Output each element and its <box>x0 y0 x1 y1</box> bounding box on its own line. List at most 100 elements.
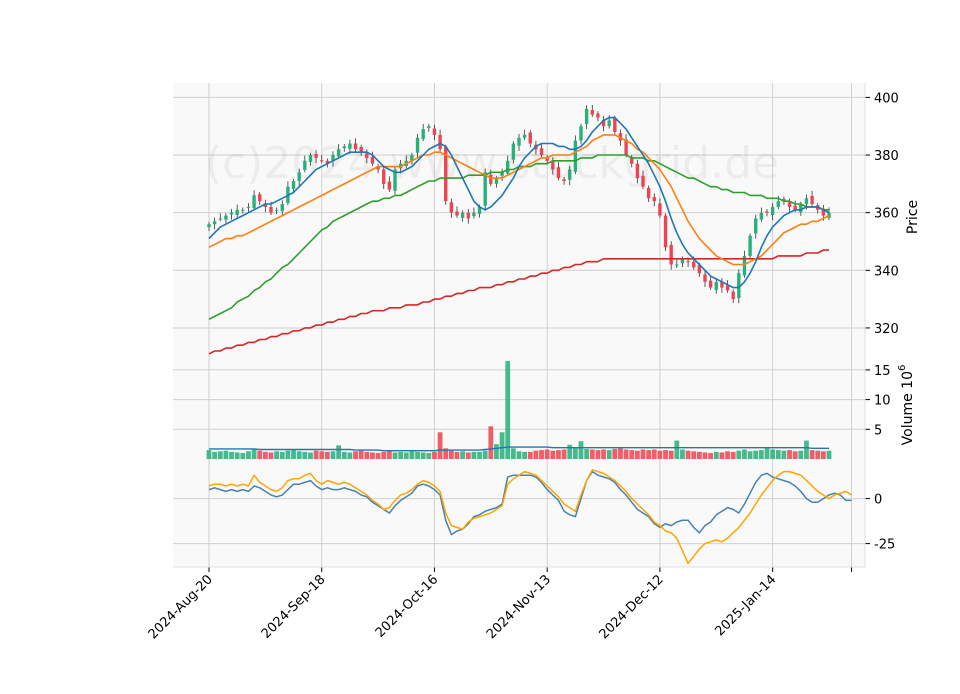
candle-body <box>551 160 555 170</box>
ma-mid-line <box>208 134 830 266</box>
volume-bar <box>510 448 516 459</box>
volume-bar <box>770 449 776 459</box>
candle-body <box>635 163 640 179</box>
volume-bar <box>595 450 601 459</box>
candle-body <box>365 153 369 158</box>
volume-bar <box>347 452 353 459</box>
candle-body <box>776 201 780 207</box>
candle-body <box>483 172 487 206</box>
volume-bar <box>691 451 697 459</box>
volume-bar <box>668 450 674 459</box>
candle-body <box>725 285 730 291</box>
volume-bar <box>556 450 561 459</box>
volume-bar <box>601 449 606 459</box>
candle-body <box>799 204 803 213</box>
candle-body <box>630 157 634 164</box>
volume-bar <box>522 451 528 459</box>
volume-axis-label: Volume 106 <box>897 365 916 446</box>
candle-body <box>252 195 256 209</box>
candle-body <box>596 113 600 118</box>
svg-text:Volume 106: Volume 106 <box>897 365 916 446</box>
volume-bar <box>713 451 719 459</box>
candle-body <box>697 265 702 274</box>
volume-bar <box>550 450 556 459</box>
candle-body <box>545 157 549 161</box>
candle-body <box>748 235 752 256</box>
volume-bar <box>527 451 533 459</box>
volume-y-tick-label: 5 <box>874 423 882 438</box>
volume-axis-text: Volume 10 <box>900 371 916 445</box>
volume-bar <box>539 450 544 459</box>
candle-body <box>460 212 465 218</box>
volume-bar <box>206 450 212 459</box>
candle-body <box>641 175 645 187</box>
volume-axis-exponent: 6 <box>897 365 908 371</box>
volume-bar <box>494 444 499 459</box>
candle-body <box>212 221 217 225</box>
volume-bar <box>747 451 753 459</box>
volume-bar <box>606 450 612 459</box>
candle-body <box>511 143 516 160</box>
candle-body <box>500 172 504 176</box>
candle-body <box>427 126 431 128</box>
volume-bar <box>663 450 668 459</box>
candle-body <box>720 281 724 288</box>
volume-bar <box>685 450 691 459</box>
volume-bar <box>646 450 652 459</box>
candle-body <box>229 212 234 215</box>
volume-bar <box>364 451 370 459</box>
volume-y-tick-label: 10 <box>874 394 891 409</box>
volume-bar <box>753 450 759 459</box>
volume-bar <box>680 449 685 459</box>
volume-bar <box>612 448 618 459</box>
volume-bar <box>324 451 330 459</box>
volume-marks <box>206 361 832 459</box>
candle-body <box>652 197 656 202</box>
volume-bar <box>544 449 550 459</box>
candle-body <box>737 273 741 298</box>
volume-bar <box>815 450 821 459</box>
candle-body <box>607 120 611 127</box>
volume-bar <box>820 451 826 459</box>
volume-bar <box>516 451 522 459</box>
volume-bar <box>223 450 229 459</box>
volume-bar <box>674 440 680 459</box>
candle-body <box>421 129 425 139</box>
volume-ma-line <box>209 446 829 452</box>
candle-body <box>393 169 397 191</box>
volume-bar <box>268 452 274 459</box>
candle-body <box>331 155 335 162</box>
candle-body <box>562 179 566 181</box>
candle-body <box>658 203 662 216</box>
candle-body <box>522 134 527 138</box>
volume-bar <box>358 450 364 459</box>
volume-bar <box>234 452 240 459</box>
candle-body <box>336 149 341 157</box>
volume-bar <box>465 452 471 459</box>
candle-body <box>224 215 228 220</box>
volume-bar <box>623 449 629 459</box>
volume-bar <box>477 451 482 459</box>
volume-bar <box>353 451 358 459</box>
volume-bar <box>341 451 347 459</box>
volume-bar <box>251 449 257 459</box>
price-marks <box>207 104 831 355</box>
volume-bar <box>702 452 708 459</box>
volume-bar <box>386 451 392 459</box>
volume-bar <box>725 451 730 459</box>
volume-bar <box>584 448 590 459</box>
candle-body <box>782 198 786 202</box>
volume-bar <box>454 451 460 459</box>
ma-fast-line <box>208 116 830 289</box>
candle-body <box>297 172 301 181</box>
candle-body <box>714 281 718 290</box>
candle-body <box>601 119 606 127</box>
candle-body <box>353 143 358 150</box>
volume-bar <box>471 451 477 459</box>
volume-bar <box>488 426 494 459</box>
candle-body <box>472 212 476 217</box>
candle-body <box>291 180 296 190</box>
volume-bar <box>567 444 573 459</box>
